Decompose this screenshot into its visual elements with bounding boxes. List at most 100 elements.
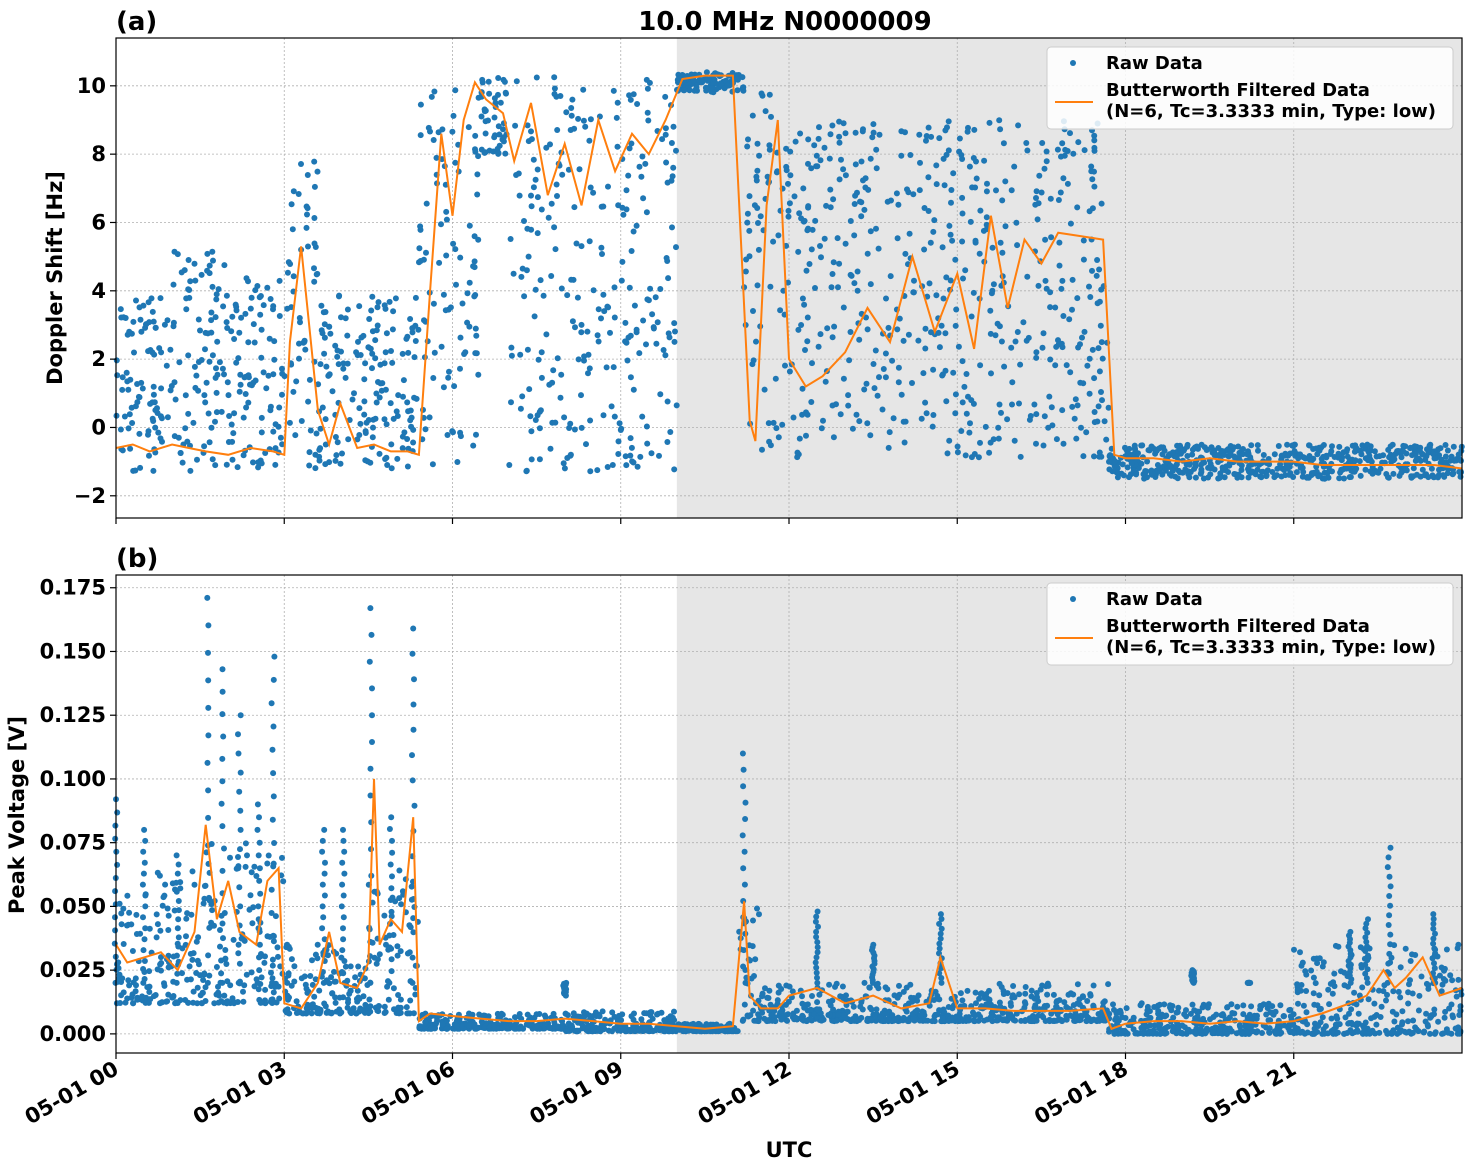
raw-data-point — [996, 401, 1003, 408]
raw-data-point — [958, 428, 965, 434]
raw-data-point — [1216, 474, 1223, 481]
raw-data-point — [854, 189, 860, 196]
raw-data-point — [804, 338, 811, 345]
raw-data-point — [389, 359, 396, 366]
raw-data-point — [374, 322, 381, 329]
raw-data-point — [1192, 460, 1199, 467]
raw-data-point — [264, 284, 271, 291]
raw-data-point — [367, 792, 374, 799]
raw-data-point — [880, 366, 887, 372]
raw-data-point — [981, 157, 988, 164]
raw-data-point — [1260, 452, 1267, 458]
raw-data-point — [475, 236, 482, 243]
raw-data-point — [954, 443, 961, 450]
raw-data-point — [1198, 461, 1205, 468]
raw-data-point — [864, 326, 871, 333]
raw-data-point — [896, 315, 903, 322]
raw-data-point — [1081, 147, 1088, 154]
raw-data-point — [795, 248, 802, 255]
raw-data-point — [443, 1017, 450, 1024]
raw-data-point — [481, 108, 488, 115]
raw-data-point — [234, 999, 241, 1005]
raw-data-point — [374, 304, 381, 311]
raw-data-point — [240, 988, 246, 995]
raw-data-point — [536, 1011, 543, 1017]
raw-data-point — [749, 112, 756, 119]
raw-data-point — [1443, 946, 1450, 953]
raw-data-point — [910, 191, 917, 198]
raw-data-point — [1141, 475, 1148, 482]
raw-data-point — [821, 235, 828, 242]
raw-data-point — [439, 126, 446, 133]
raw-data-point — [429, 461, 436, 468]
raw-data-point — [668, 140, 675, 146]
raw-data-point — [264, 860, 271, 867]
raw-data-point — [1456, 1012, 1463, 1018]
x-tick-label: 05-01 09 — [525, 1057, 627, 1130]
raw-data-point — [636, 1027, 643, 1034]
raw-data-point — [295, 191, 302, 197]
raw-data-point — [817, 157, 824, 164]
raw-data-point — [1385, 854, 1392, 861]
raw-data-point — [1279, 453, 1285, 460]
raw-data-point — [164, 414, 171, 421]
raw-data-point — [1059, 140, 1066, 147]
raw-data-point — [250, 459, 256, 466]
panel-b-label: (b) — [116, 544, 158, 574]
raw-data-point — [766, 91, 773, 98]
raw-data-point — [1227, 443, 1234, 449]
raw-data-point — [786, 983, 793, 990]
raw-data-point — [1098, 389, 1104, 395]
raw-data-point — [314, 168, 321, 175]
raw-data-point — [1319, 1014, 1326, 1021]
raw-data-point — [519, 265, 526, 272]
raw-data-point — [983, 188, 990, 195]
raw-data-point — [1041, 413, 1048, 420]
raw-data-point — [316, 1007, 323, 1014]
raw-data-point — [578, 321, 585, 328]
raw-data-point — [864, 250, 871, 257]
raw-data-point — [546, 1024, 553, 1031]
raw-data-point — [126, 328, 133, 335]
raw-data-point — [1091, 375, 1098, 382]
raw-data-point — [926, 280, 933, 287]
raw-data-point — [438, 343, 445, 350]
raw-data-point — [580, 86, 587, 93]
raw-data-point — [256, 954, 262, 961]
raw-data-point — [215, 983, 221, 990]
raw-data-point — [709, 85, 716, 91]
raw-data-point — [836, 260, 843, 267]
raw-data-point — [1162, 1030, 1168, 1037]
raw-data-point — [563, 1028, 570, 1035]
raw-data-point — [1074, 204, 1081, 211]
raw-data-point — [1041, 165, 1048, 172]
raw-data-point — [229, 456, 236, 463]
y-tick-label: 0 — [91, 415, 106, 439]
raw-data-point — [205, 410, 212, 417]
raw-data-point — [806, 261, 813, 267]
raw-data-point — [289, 226, 296, 233]
raw-data-point — [929, 423, 936, 430]
raw-data-point — [528, 203, 535, 210]
raw-data-point — [664, 439, 671, 445]
raw-data-point — [845, 392, 852, 399]
raw-data-point — [1062, 146, 1069, 153]
raw-data-point — [799, 385, 806, 392]
raw-data-point — [1377, 1014, 1384, 1020]
raw-data-point — [1022, 1001, 1029, 1007]
raw-data-point — [1138, 1000, 1145, 1007]
raw-data-point — [661, 1017, 668, 1024]
raw-data-point — [150, 467, 157, 474]
raw-data-point — [416, 1023, 423, 1030]
raw-data-point — [799, 295, 806, 302]
raw-data-point — [1344, 1030, 1351, 1036]
raw-data-point — [741, 848, 748, 855]
raw-data-point — [986, 449, 993, 456]
raw-data-point — [895, 364, 902, 371]
raw-data-point — [659, 136, 666, 143]
raw-data-point — [1450, 443, 1457, 450]
raw-data-point — [830, 1006, 837, 1013]
raw-data-point — [325, 952, 331, 959]
raw-data-point — [1336, 443, 1343, 450]
raw-data-point — [1390, 470, 1397, 477]
